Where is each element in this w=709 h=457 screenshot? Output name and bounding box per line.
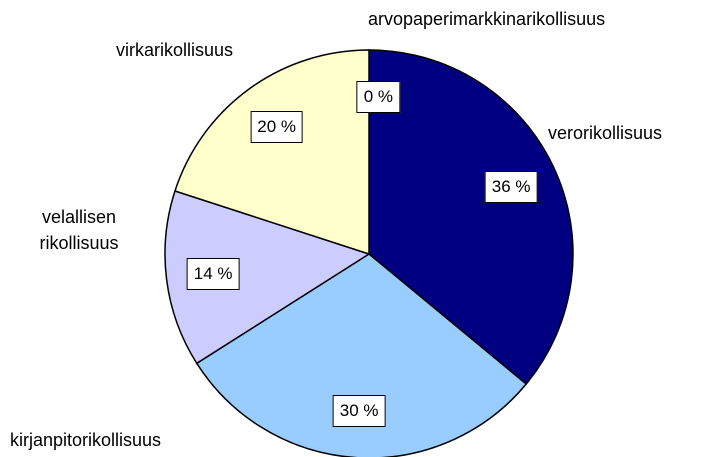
category-label: kirjanpitorikollisuus bbox=[10, 430, 162, 450]
pie-slice bbox=[195, 253, 528, 457]
value-label: 14 % bbox=[186, 257, 240, 290]
value-label: 20 % bbox=[250, 110, 304, 143]
category-label: verorikollisuus bbox=[548, 123, 663, 143]
pie-slice bbox=[174, 49, 370, 256]
pie-slice bbox=[368, 49, 574, 386]
value-label: 36 % bbox=[484, 171, 538, 204]
value-label: 30 % bbox=[332, 394, 386, 427]
category-label: velallisen rikollisuus bbox=[39, 207, 119, 253]
category-label: virkarikollisuus bbox=[116, 40, 234, 60]
pie-slice bbox=[164, 190, 371, 365]
category-label: arvopaperimarkkinarikollisuus bbox=[368, 9, 606, 29]
value-label: 0 % bbox=[356, 81, 401, 114]
